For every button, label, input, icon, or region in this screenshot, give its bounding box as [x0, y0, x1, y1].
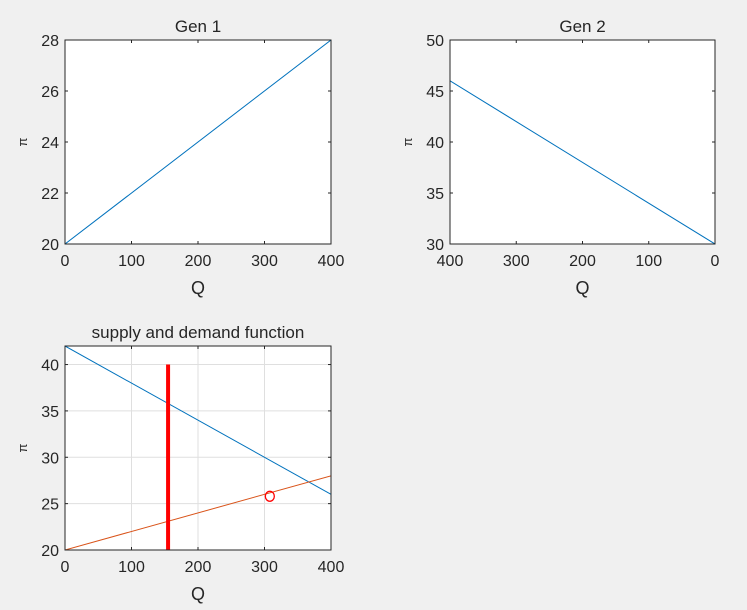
series-line-1 [65, 346, 331, 495]
x-tick-label: 300 [251, 253, 278, 270]
x-tick-label: 200 [569, 253, 596, 270]
y-tick-label: 40 [426, 135, 444, 152]
x-tick-label: 0 [61, 559, 70, 576]
x-tick-label: 100 [118, 253, 145, 270]
series-line-1 [65, 40, 331, 244]
x-tick-label: 400 [318, 253, 345, 270]
x-tick-label: 300 [503, 253, 530, 270]
y-tick-label: 45 [426, 84, 444, 101]
plot-supply-demand: 0 100 200 300 400 20 25 30 35 40 supply and demand… [15, 323, 344, 604]
circle-marker [264, 490, 275, 502]
x-tick-label: 200 [185, 559, 212, 576]
x-tick-label: 300 [251, 559, 278, 576]
data-area [65, 346, 331, 550]
data-area [65, 40, 331, 244]
series-line-2 [65, 475, 331, 550]
y-tick-label: 26 [41, 84, 59, 101]
chart-title: Gen 1 [175, 17, 221, 36]
y-tick-label: 28 [41, 33, 59, 50]
axes-background [450, 40, 715, 244]
x-tick-label: 200 [185, 253, 212, 270]
y-tick-label: 35 [426, 186, 444, 203]
data-area [450, 80, 715, 244]
series-line-1 [450, 80, 715, 244]
x-tick-label: 100 [118, 559, 145, 576]
y-tick-label: 50 [426, 33, 444, 50]
y-axis-label: π [15, 443, 30, 452]
y-tick-label: 35 [41, 404, 59, 421]
plot-gen2: 400 300 200 100 0 30 35 40 45 50 Gen 2 Qπ [400, 17, 720, 298]
x-axis-label: Q [191, 278, 205, 298]
y-tick-label: 25 [41, 497, 59, 514]
x-tick-label: 400 [318, 559, 345, 576]
chart-title: Gen 2 [559, 17, 605, 36]
x-tick-label: 100 [635, 253, 662, 270]
y-tick-label: 30 [426, 237, 444, 254]
x-tick-label: 0 [61, 253, 70, 270]
plot-gen1: 0 100 200 300 400 20 22 24 26 28 Gen 1 Qπ [15, 17, 344, 298]
y-tick-label: 24 [41, 135, 59, 152]
x-axis-label: Q [575, 278, 589, 298]
x-tick-label: 0 [711, 253, 720, 270]
y-axis-label: π [15, 137, 30, 146]
x-axis-label: Q [191, 584, 205, 604]
chart-title: supply and demand function [92, 323, 305, 342]
y-tick-label: 30 [41, 450, 59, 467]
y-tick-label: 22 [41, 186, 59, 203]
y-tick-label: 40 [41, 358, 59, 375]
x-tick-label: 400 [437, 253, 464, 270]
y-tick-label: 20 [41, 543, 59, 560]
y-axis-label: π [400, 137, 415, 146]
y-tick-label: 20 [41, 237, 59, 254]
